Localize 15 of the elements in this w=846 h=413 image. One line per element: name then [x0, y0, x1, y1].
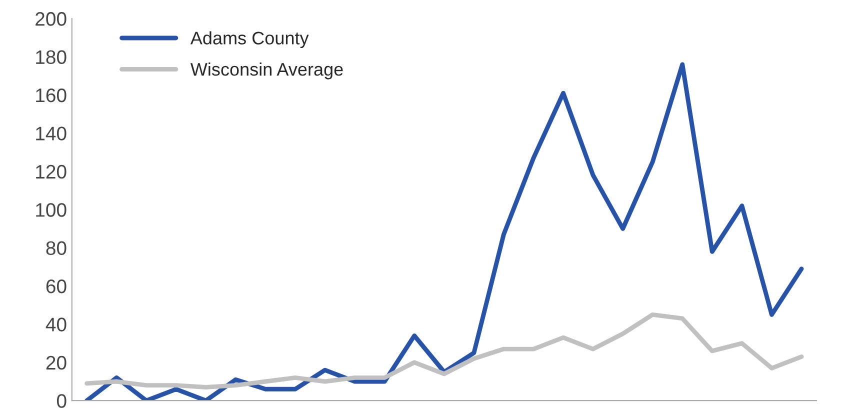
y-tick-label: 180 [36, 50, 66, 64]
legend-label: Wisconsin Average [190, 62, 343, 80]
y-tick-label: 0 [56, 394, 66, 408]
y-tick-label: 140 [36, 126, 66, 140]
y-tick-label: 20 [46, 356, 66, 370]
y-tick-label: 120 [36, 164, 66, 179]
y-tick-label: 160 [36, 88, 66, 102]
y-tick-label: 200 [36, 12, 66, 26]
line-series [84, 312, 804, 390]
y-tick-label: 80 [46, 241, 66, 256]
y-tick-label: 40 [46, 318, 66, 332]
y-tick-label: 60 [46, 279, 66, 294]
y-tick-label: 100 [36, 203, 66, 217]
line-series [84, 62, 804, 401]
legend-label: Adams County [190, 31, 309, 48]
